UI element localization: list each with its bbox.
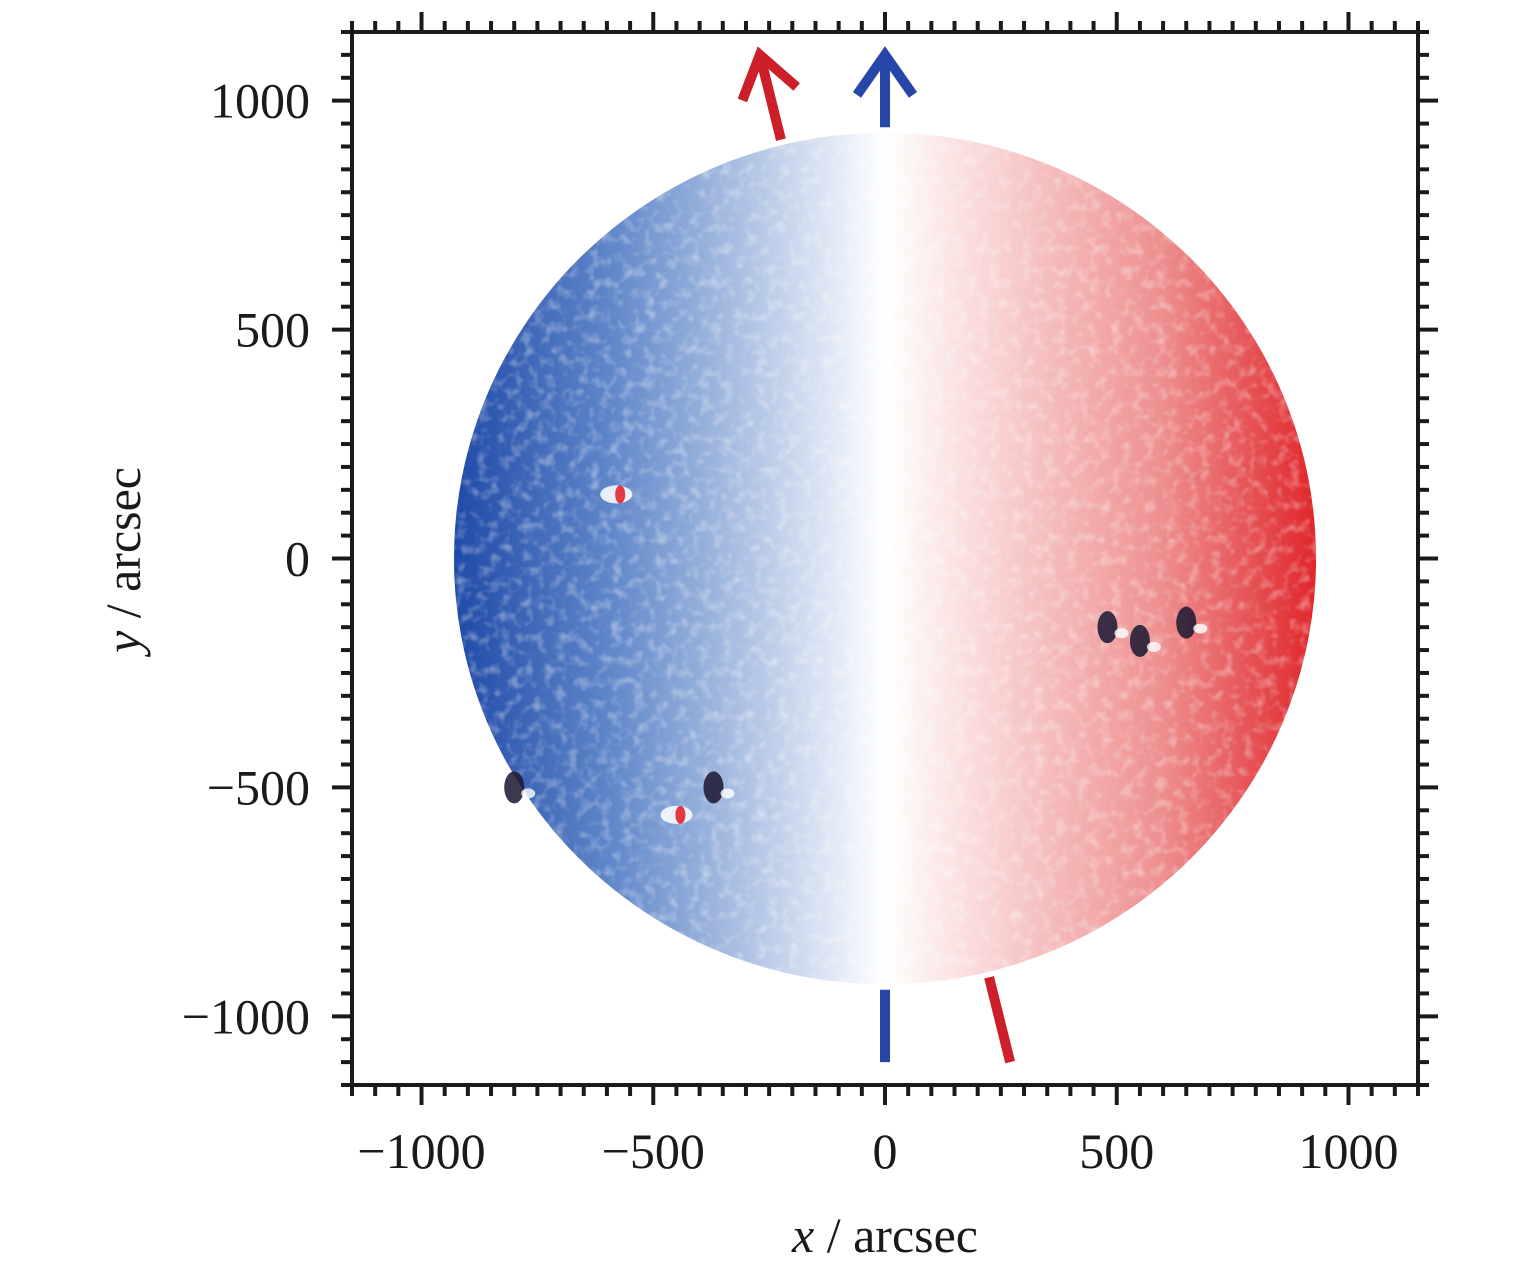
active-region-bright — [521, 788, 536, 799]
x-tick-label: −500 — [602, 1123, 705, 1179]
rotation-axis-arrows — [737, 46, 1015, 1064]
granulation-texture — [453, 132, 1317, 985]
active-region-3 — [660, 805, 693, 824]
solar-disk — [453, 132, 1317, 985]
arrowhead — [852, 46, 918, 98]
active-region-red — [615, 485, 626, 504]
solar-rotation-axis-arrow — [737, 46, 1015, 1064]
active-region-core — [1129, 624, 1150, 657]
active-region-bright — [1114, 628, 1129, 639]
x-tick-label: 500 — [1079, 1123, 1154, 1179]
x-axis-title: x / arcsec — [791, 1207, 978, 1263]
active-region-bright — [720, 788, 735, 799]
y-tick-label: 0 — [285, 531, 310, 587]
axis-segment-bottom — [984, 976, 1015, 1064]
y-tick-label: 1000 — [210, 73, 310, 129]
arrowhead — [737, 46, 800, 103]
active-region-1 — [600, 485, 633, 504]
axis-segment-top — [755, 53, 786, 141]
active-region-core — [703, 771, 724, 804]
active-region-bright — [1193, 623, 1208, 634]
x-tick-label: 1000 — [1298, 1123, 1398, 1179]
active-region-core — [1176, 606, 1197, 639]
active-region-5 — [1129, 624, 1161, 657]
y-tick-label: −1000 — [182, 988, 310, 1044]
image-north-arrow — [852, 46, 918, 1063]
axis-ticks — [332, 12, 1438, 1105]
active-region-bright — [1146, 641, 1161, 652]
x-tick-label: 0 — [873, 1123, 898, 1179]
active-region-4 — [504, 771, 536, 804]
active-region-red — [675, 805, 686, 824]
active-region-7 — [1097, 611, 1129, 644]
active-region-core — [504, 771, 525, 804]
active-region-6 — [1176, 606, 1208, 639]
y-tick-label: 500 — [235, 302, 310, 358]
y-tick-label: −500 — [207, 759, 310, 815]
active-region-core — [1097, 611, 1118, 644]
y-axis-title: y / arcsec — [95, 467, 151, 658]
x-tick-label: −1000 — [357, 1123, 485, 1179]
tick-labels: −1000 −500 0 500 1000 1000 500 0 −500 −1000 — [182, 73, 1399, 1179]
active-region-2 — [703, 771, 735, 804]
